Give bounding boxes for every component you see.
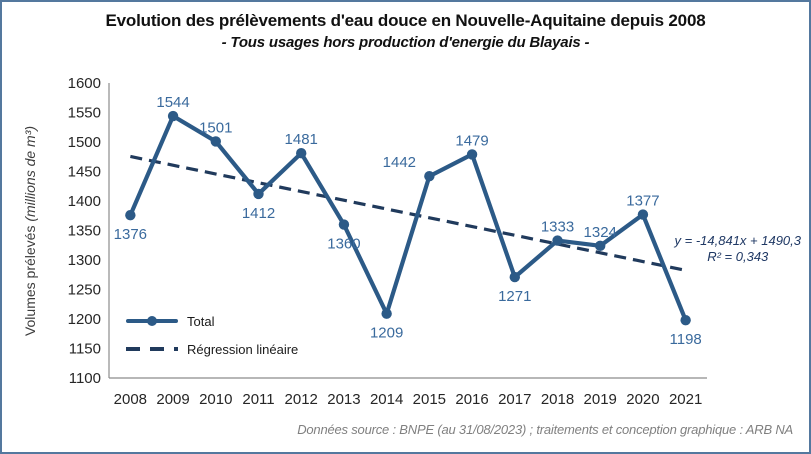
x-tick-label-2014: 2014 <box>370 391 403 408</box>
x-tick-label-2009: 2009 <box>156 391 189 408</box>
chart-title: Evolution des prélèvements d'eau douce e… <box>105 11 706 30</box>
data-point-2020 <box>637 209 649 220</box>
y-tick-label-1450: 1450 <box>68 164 101 181</box>
data-point-2014 <box>381 308 392 319</box>
trendline-equation: y = -14,841x + 1490,3 R² = 0,343 <box>675 233 801 265</box>
x-tick-label-2012: 2012 <box>285 391 318 408</box>
x-tick-label-2018: 2018 <box>541 391 574 408</box>
y-tick-label-1400: 1400 <box>68 193 101 210</box>
y-tick-label-1200: 1200 <box>68 311 101 328</box>
x-tick-label-2011: 2011 <box>242 391 274 408</box>
data-point-2013 <box>338 219 350 230</box>
y-tick-label-1350: 1350 <box>68 223 101 240</box>
data-label-2008: 1376 <box>114 226 147 243</box>
y-tick-label-1250: 1250 <box>68 282 101 299</box>
data-point-2008 <box>125 209 136 221</box>
x-tick-label-2017: 2017 <box>498 391 531 408</box>
trendline-equation-formula: y = -14,841x + 1490,3 <box>674 233 801 248</box>
data-point-2017 <box>509 271 520 283</box>
data-label-2016: 1479 <box>455 132 488 149</box>
y-tick-label-1550: 1550 <box>68 105 101 122</box>
y-tick-label-1300: 1300 <box>68 252 101 269</box>
data-point-2011 <box>253 188 264 200</box>
legend-label-regression: Régression linéaire <box>187 341 299 357</box>
data-point-2009 <box>167 110 179 122</box>
data-label-2015: 1442 <box>383 154 416 171</box>
x-tick-label-2020: 2020 <box>626 391 659 408</box>
total-marker-icon <box>147 316 157 326</box>
x-tick-label-2021: 2021 <box>669 391 702 408</box>
x-tick-label-2015: 2015 <box>413 391 446 408</box>
data-point-2021 <box>680 314 691 326</box>
regression-line-sample-icon <box>126 347 178 351</box>
legend-item-regression: Régression linéaire <box>126 335 298 363</box>
data-label-2011: 1412 <box>242 205 275 222</box>
x-tick-label-2019: 2019 <box>584 391 617 408</box>
data-point-2016 <box>466 149 478 160</box>
y-tick-label-1100: 1100 <box>69 370 101 387</box>
total-series-line <box>128 113 688 323</box>
source-note: Données source : BNPE (au 31/08/2023) ; … <box>297 422 793 437</box>
data-label-2014: 1209 <box>370 325 403 342</box>
total-line-sample-icon <box>126 316 178 326</box>
y-tick-label-1150: 1150 <box>69 341 101 358</box>
data-label-2012: 1481 <box>285 131 318 148</box>
data-point-2015 <box>424 171 435 182</box>
data-label-2009: 1544 <box>156 94 189 111</box>
x-tick-label-2010: 2010 <box>199 391 232 408</box>
data-point-2019 <box>595 240 606 252</box>
chart-subtitle: - Tous usages hors production d'energie … <box>221 34 590 51</box>
data-point-2012 <box>296 148 307 159</box>
legend-label-total: Total <box>187 313 215 329</box>
x-tick-label-2008: 2008 <box>114 391 147 408</box>
data-point-2018 <box>552 235 563 246</box>
data-label-2017: 1271 <box>498 288 531 305</box>
data-label-2018: 1333 <box>541 219 574 236</box>
data-label-2013: 1360 <box>327 236 360 253</box>
data-point-2010 <box>210 136 221 147</box>
data-label-2021: 1198 <box>670 331 702 348</box>
data-label-2019: 1324 <box>584 224 617 241</box>
trendline-r-squared: R² = 0,343 <box>707 249 769 264</box>
regression-trend-line <box>130 154 686 272</box>
data-label-2010: 1501 <box>199 119 232 136</box>
legend-item-total: Total <box>126 307 298 335</box>
y-tick-label-1600: 1600 <box>68 75 101 92</box>
y-tick-label-1500: 1500 <box>68 134 101 151</box>
data-label-2020: 1377 <box>626 193 659 210</box>
legend: Total Régression linéaire <box>126 307 298 363</box>
x-tick-label-2013: 2013 <box>327 391 360 408</box>
x-tick-label-2016: 2016 <box>455 391 488 408</box>
